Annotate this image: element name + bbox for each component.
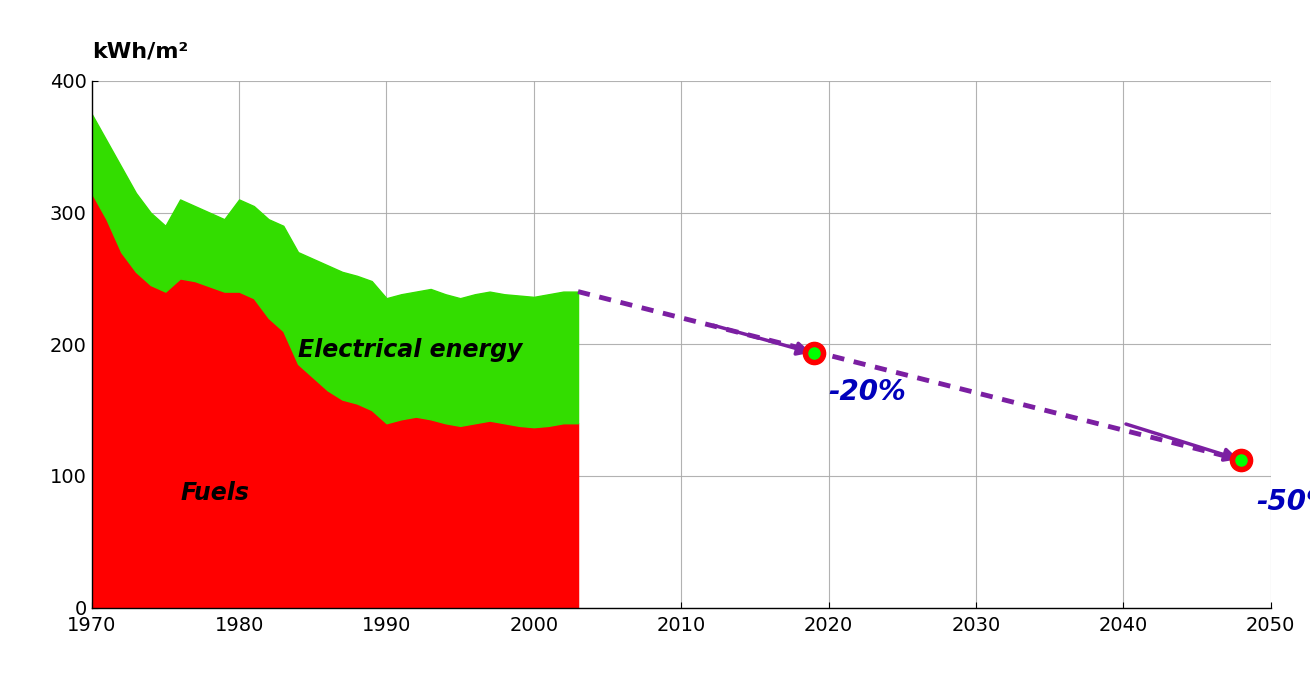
Text: Fuels: Fuels <box>181 481 249 505</box>
Text: Electrical energy: Electrical energy <box>299 338 523 362</box>
Text: -50%: -50% <box>1256 488 1310 516</box>
Text: -20%: -20% <box>829 377 907 406</box>
Text: kWh/m²: kWh/m² <box>92 41 187 61</box>
